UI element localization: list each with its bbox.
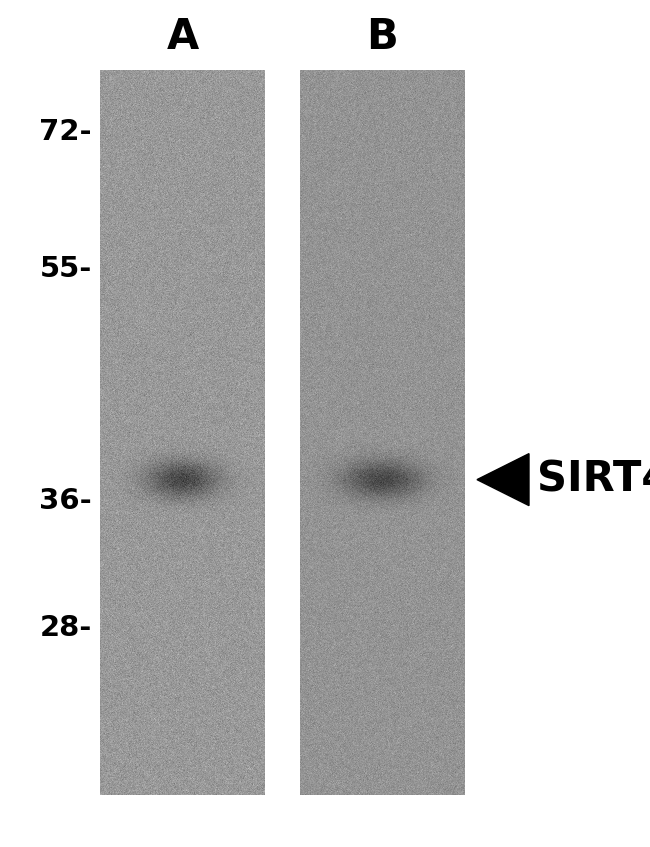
- Text: B: B: [367, 16, 398, 58]
- Text: 72-: 72-: [40, 118, 92, 146]
- Text: 36-: 36-: [39, 487, 92, 515]
- Text: 28-: 28-: [40, 614, 92, 642]
- Text: A: A: [166, 16, 199, 58]
- Text: SIRT4: SIRT4: [537, 458, 650, 501]
- Text: 55-: 55-: [40, 256, 92, 284]
- Polygon shape: [477, 454, 529, 506]
